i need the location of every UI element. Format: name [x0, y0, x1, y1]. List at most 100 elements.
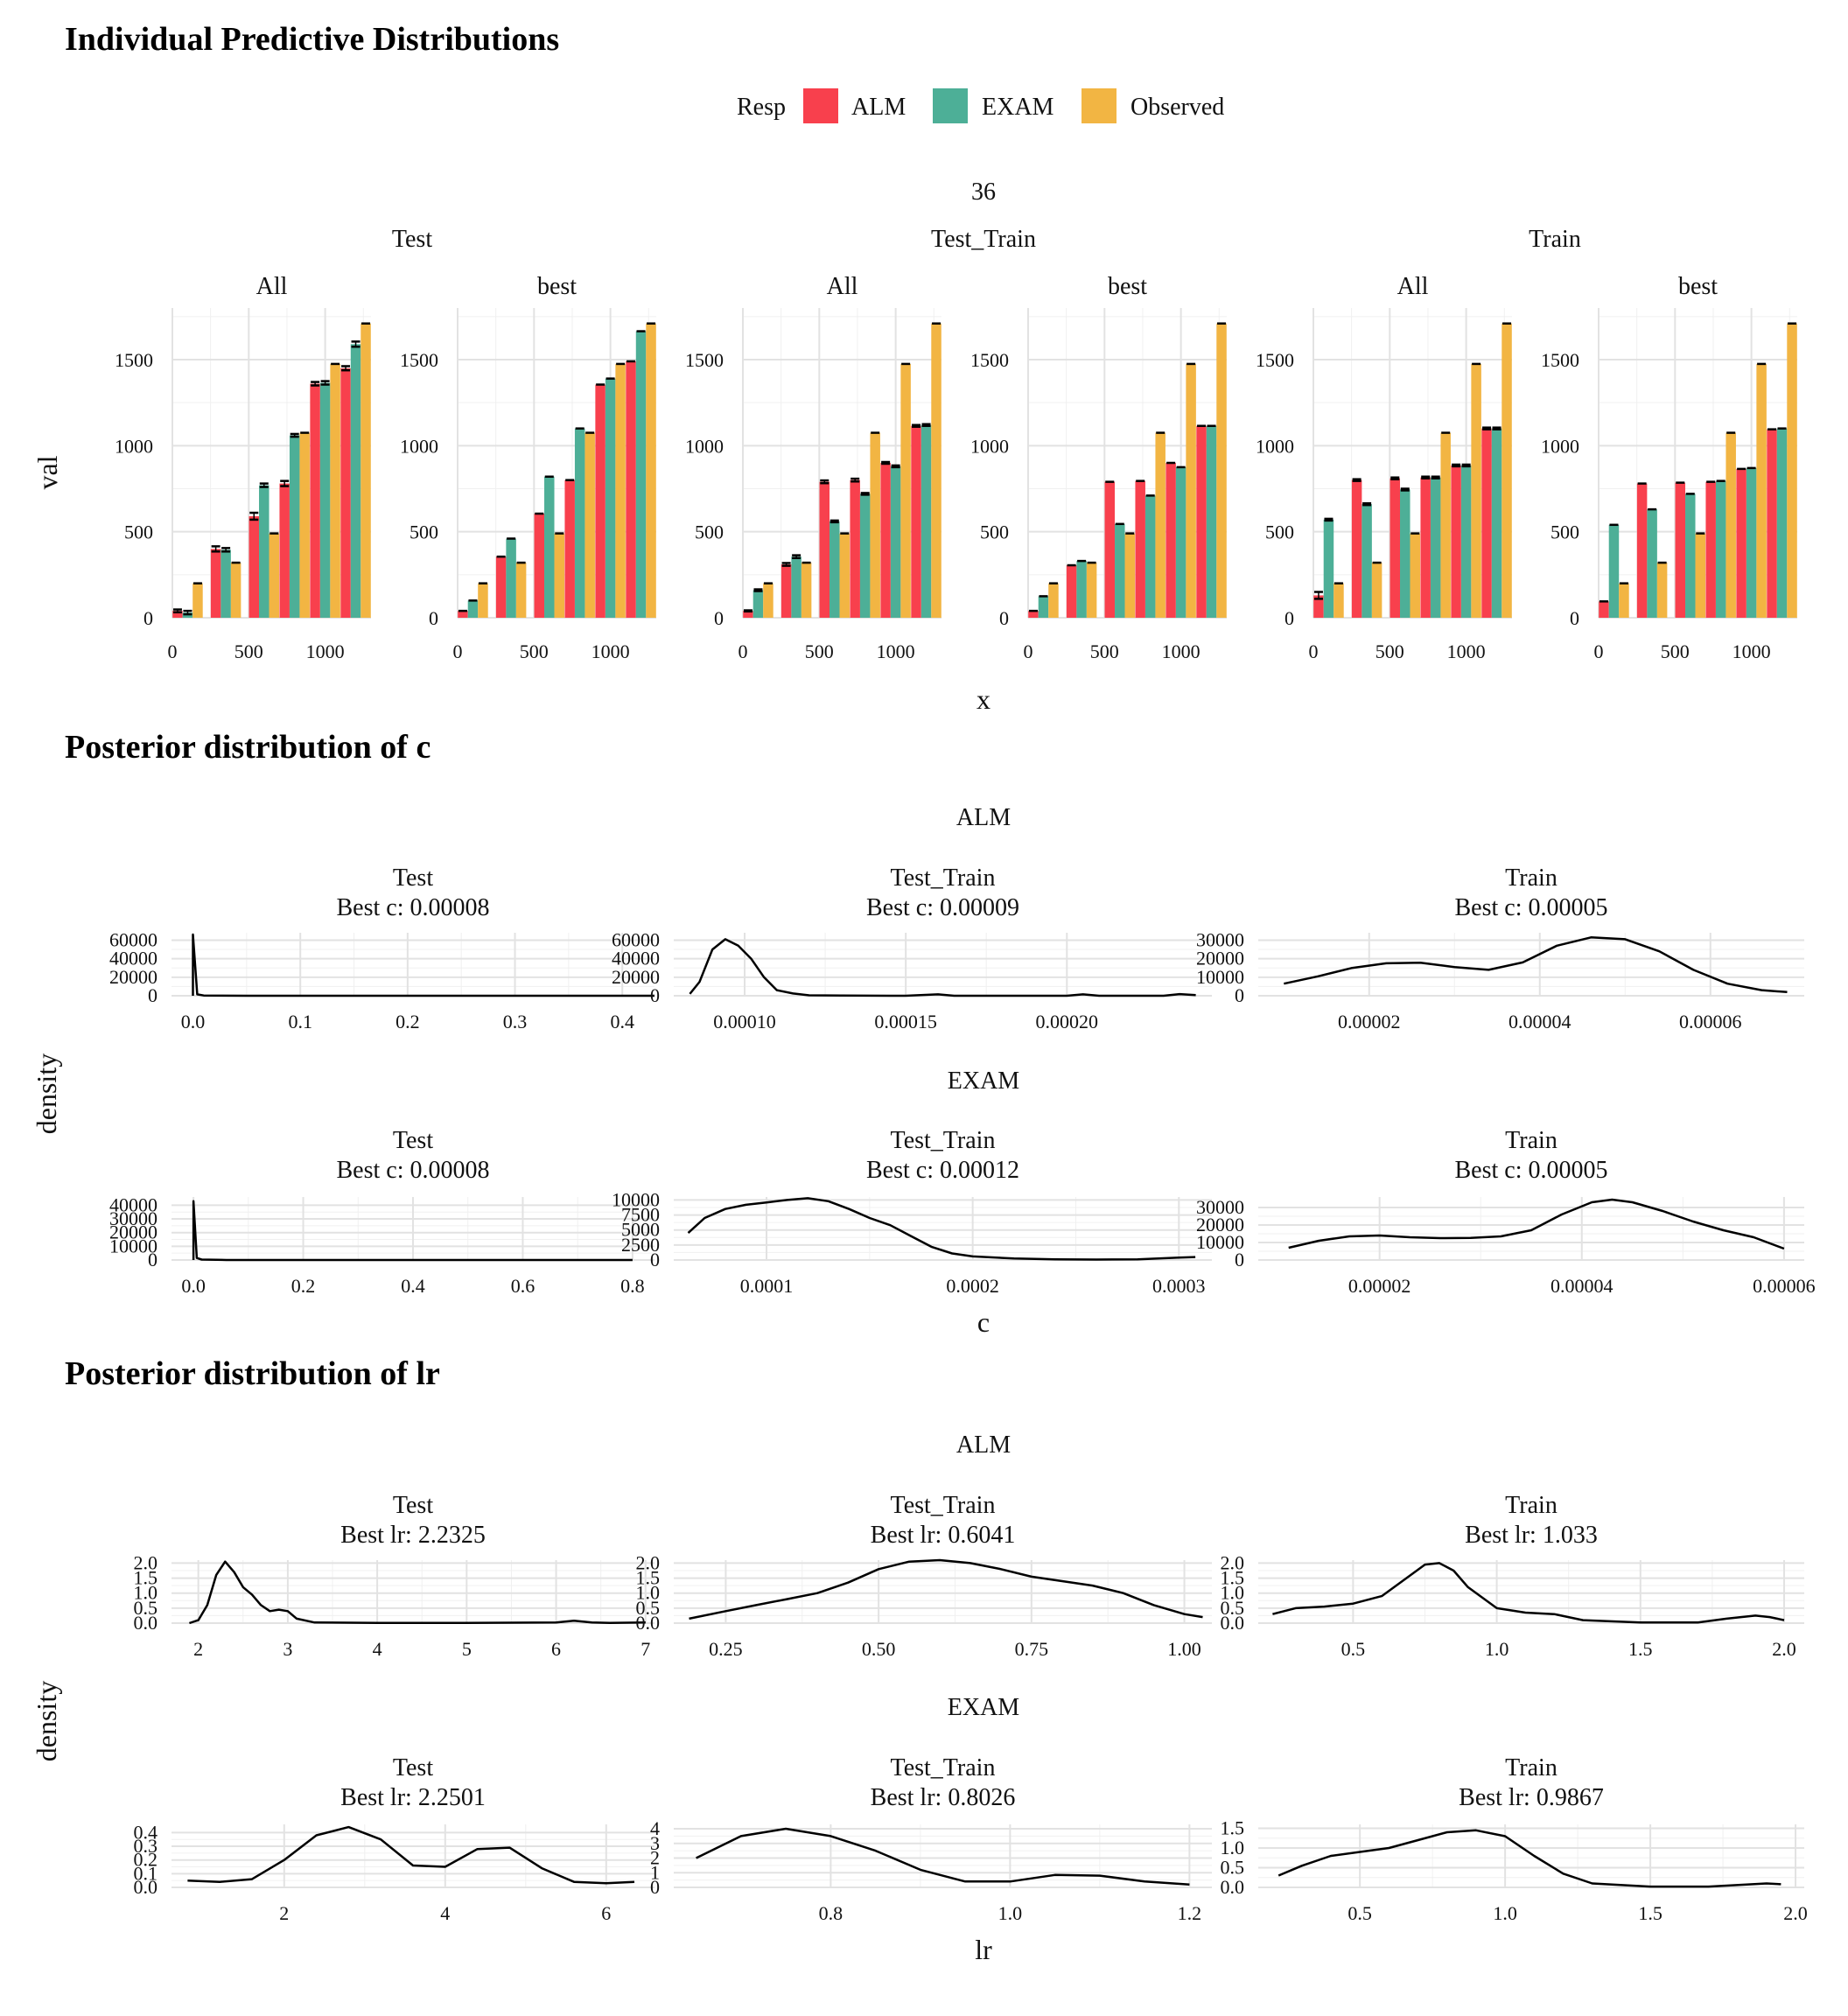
y-tick-label: 1.5 — [1221, 1817, 1245, 1839]
bar-exam — [259, 485, 270, 618]
x-tick-label: 500 — [1090, 640, 1119, 662]
x-tick-label: 0.5 — [1341, 1638, 1366, 1660]
bar-panel-test-all: All 0 500 1000 0 500 1000 1500 — [115, 273, 371, 662]
panel-subtitle: Best lr: 0.6041 — [871, 1522, 1016, 1549]
x-tick-label: 5 — [462, 1638, 472, 1660]
bar-alm — [850, 480, 860, 618]
y-tick-label: 0 — [650, 984, 660, 1006]
x-tick-label: 500 — [1376, 640, 1404, 662]
bar-observed — [615, 363, 626, 618]
panel-subtitle: Best c: 0.00005 — [1455, 894, 1608, 921]
y-tick-label: 0 — [148, 984, 158, 1006]
bar-alm — [1313, 595, 1324, 618]
bar-observed — [1656, 563, 1668, 618]
bar-observed — [515, 563, 527, 618]
bar-exam — [1746, 467, 1757, 618]
error-bar-exam — [753, 588, 763, 592]
y-tick-label: 0.0 — [1221, 1876, 1245, 1898]
bar-alm — [1736, 468, 1746, 618]
bar-alm — [819, 481, 830, 618]
legend-label-observed: Observed — [1130, 94, 1224, 121]
bar-exam — [635, 331, 647, 618]
panel-subtitle: Best c: 0.00008 — [337, 894, 490, 921]
row-strip-label: ALM — [956, 1432, 1011, 1459]
y-tick-label: 0.0 — [134, 1612, 158, 1634]
density-curve — [696, 1827, 1190, 1886]
panel-title: Test — [393, 864, 433, 892]
y-tick-label: 0.1 — [134, 1862, 158, 1884]
x-tick-label: 7 — [640, 1638, 650, 1660]
y-tick-label: 20000 — [1196, 1214, 1244, 1236]
y-axis-label: density — [31, 1681, 62, 1761]
bar-observed — [1787, 323, 1797, 618]
lr-panel-alm-test: Test Best lr: 2.2325 2 3 4 5 6 7 0.00.51.01.52.0 — [134, 1492, 654, 1660]
y-tick-label: 20000 — [109, 1222, 158, 1243]
bar-alm — [1451, 465, 1461, 618]
bar-observed — [1410, 533, 1421, 618]
y-tick-label: 0.2 — [134, 1849, 158, 1871]
bar-observed — [1334, 583, 1344, 618]
bar-exam — [752, 590, 764, 618]
y-tick-label: 10000 — [612, 1188, 660, 1210]
error-bar-exam — [1362, 501, 1372, 507]
density-curve — [1278, 1829, 1782, 1888]
y-tick-label: 500 — [124, 522, 153, 543]
y-tick-label: 1.0 — [134, 1582, 158, 1604]
y-tick-label: 2 — [650, 1847, 660, 1869]
y-tick-label: 1.0 — [636, 1582, 661, 1604]
x-tick-label: 0.8 — [819, 1902, 844, 1924]
y-tick-label: 0.5 — [1221, 1857, 1245, 1879]
bar-alm — [1066, 565, 1077, 618]
y-tick-label: 2.0 — [636, 1551, 661, 1573]
error-bar-alm — [1482, 426, 1492, 430]
y-tick-label: 1500 — [115, 349, 153, 371]
x-tick-label: 1000 — [592, 640, 630, 662]
panel-title: Test_Train — [891, 864, 996, 892]
predictive-title: Individual Predictive Distributions — [65, 21, 559, 58]
bar-observed — [1048, 583, 1059, 618]
panel-title: Test — [393, 1127, 433, 1154]
legend-key-observed — [1082, 88, 1116, 123]
y-tick-label: 0.3 — [134, 1835, 158, 1857]
panel-subtitle: Best c: 0.00008 — [337, 1157, 490, 1184]
bar-alm — [1636, 483, 1648, 618]
density-curve — [187, 1825, 635, 1885]
bar-exam — [1491, 428, 1502, 618]
panel-subtitle: Best lr: 2.2501 — [340, 1784, 486, 1811]
y-tick-label: 1000 — [115, 435, 153, 457]
error-bar-exam — [860, 492, 870, 496]
bar-exam — [319, 382, 331, 618]
error-bar-alm — [1390, 476, 1400, 480]
x-tick-label: 0 — [1024, 640, 1033, 662]
bar-alm — [210, 549, 221, 618]
bar-observed — [931, 323, 942, 618]
y-tick-label: 0 — [714, 607, 724, 629]
panel-subtitle: Best lr: 0.9867 — [1459, 1784, 1604, 1811]
y-tick-label: 1500 — [685, 349, 724, 371]
strip-group-test_train: Test_Train — [931, 226, 1036, 253]
y-tick-label: 1.5 — [134, 1567, 158, 1589]
x-tick-label: 1000 — [1162, 640, 1200, 662]
panel-subtitle: Best lr: 1.033 — [1465, 1522, 1598, 1549]
error-bar-exam — [290, 432, 299, 438]
y-tick-label: 0.0 — [636, 1612, 661, 1634]
y-tick-label: 1.0 — [1221, 1582, 1245, 1604]
y-tick-label: 1000 — [1256, 435, 1294, 457]
x-tick-label: 1.0 — [1493, 1902, 1517, 1924]
bar-exam — [220, 550, 231, 618]
x-tick-label: 0.75 — [1015, 1638, 1049, 1660]
error-bar-alm — [311, 381, 320, 387]
x-tick-label: 2.0 — [1783, 1902, 1808, 1924]
y-tick-label: 40000 — [109, 948, 158, 970]
bar-observed — [1124, 533, 1136, 618]
x-tick-label: 500 — [805, 640, 834, 662]
y-tick-label: 30000 — [1196, 1196, 1244, 1218]
density-curve — [1288, 1198, 1785, 1250]
bar-observed — [839, 533, 850, 618]
x-tick-label: 2.0 — [1772, 1638, 1796, 1660]
error-bar-alm — [743, 609, 752, 612]
x-tick-label: 0.2 — [291, 1275, 316, 1297]
